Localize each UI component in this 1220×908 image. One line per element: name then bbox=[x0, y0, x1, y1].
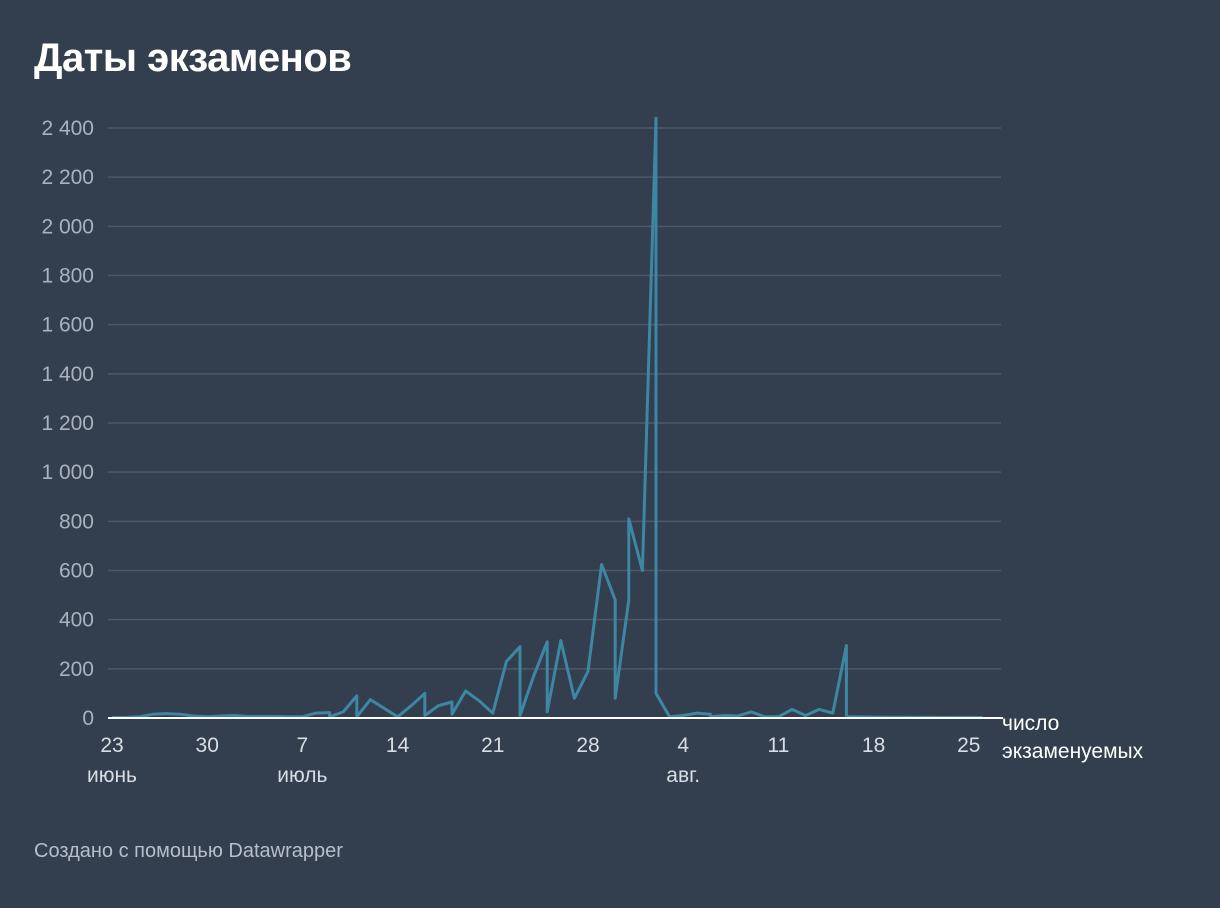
x-tick-label: 7 bbox=[297, 734, 309, 757]
x-tick-label: 28 bbox=[576, 734, 599, 757]
x-tick-label: 11 bbox=[767, 734, 789, 757]
y-axis-labels: 0 200 400 600 800 1 000 1 200 1 400 1 600 1 800 2 … bbox=[41, 117, 94, 730]
x-tick-label: 21 bbox=[481, 734, 504, 757]
x-tick-label: 14 bbox=[386, 734, 410, 757]
y-tick-label: 800 bbox=[59, 510, 94, 533]
y-tick-label: 0 bbox=[82, 707, 94, 730]
x-tick-label: 23 bbox=[100, 734, 123, 757]
chart-title: Даты экзаменов bbox=[34, 36, 352, 80]
y-tick-label: 1 000 bbox=[41, 461, 94, 484]
y-tick-label: 1 800 bbox=[41, 265, 94, 288]
x-tick-label: 18 bbox=[862, 734, 885, 757]
x-tick-label: 4 bbox=[677, 734, 689, 757]
y-tick-label: 600 bbox=[59, 560, 94, 583]
series-label: число bbox=[1002, 712, 1059, 735]
x-month-label: авг. bbox=[666, 764, 700, 787]
x-tick-label: 25 bbox=[957, 734, 980, 757]
series-line bbox=[112, 116, 983, 719]
y-tick-label: 2 200 bbox=[41, 166, 94, 189]
y-tick-label: 1 400 bbox=[41, 363, 94, 386]
y-tick-label: 1 200 bbox=[41, 412, 94, 435]
y-tick-label: 2 000 bbox=[41, 215, 94, 238]
x-month-label: июль bbox=[277, 764, 327, 787]
x-axis-labels: 23 июнь 30 7 июль 14 21 28 4 авг. 11 18 25 bbox=[87, 734, 980, 787]
series-label-line-2: экзаменуемых bbox=[1002, 740, 1144, 763]
y-tick-label: 2 400 bbox=[41, 117, 94, 140]
y-tick-label: 1 600 bbox=[41, 314, 94, 337]
x-month-label: июнь bbox=[87, 764, 137, 787]
y-tick-label: 400 bbox=[59, 609, 94, 632]
x-tick-label: 30 bbox=[196, 734, 219, 757]
gridlines bbox=[108, 127, 1001, 670]
y-tick-label: 200 bbox=[59, 658, 94, 681]
credit-text: Создано с помощью Datawrapper bbox=[34, 840, 343, 862]
